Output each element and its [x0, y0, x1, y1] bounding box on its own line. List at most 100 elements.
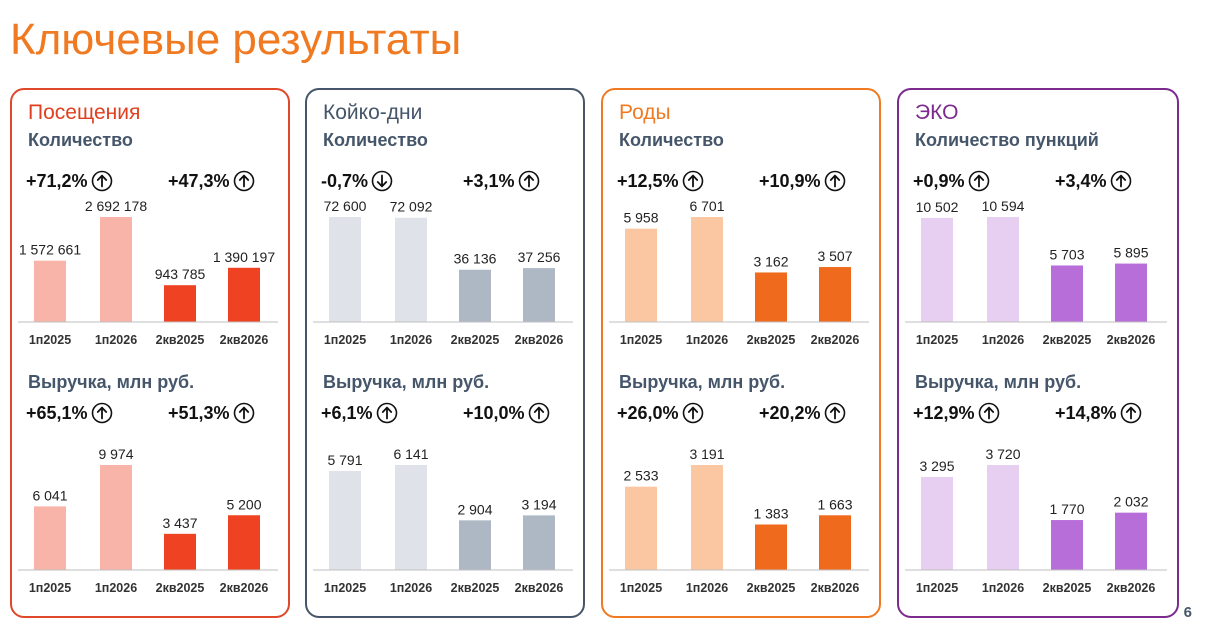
growth-percent: +3,1% — [463, 170, 515, 191]
arrow-up-circle-icon — [682, 170, 703, 192]
bar-value-label: 2 904 — [457, 501, 492, 517]
bar — [34, 506, 66, 570]
bar-value-label: 943 785 — [155, 266, 206, 282]
growth-indicator: +12,5% — [617, 170, 704, 192]
category-label: 2кв2025 — [156, 581, 205, 595]
growth-indicator: +51,3% — [168, 402, 255, 424]
arrow-up-circle-icon — [376, 402, 397, 424]
bar-chart: 1 572 661 1п2025 2 692 178 1п2026 943 785 2кв… — [18, 198, 278, 347]
growth-indicator: +71,2% — [26, 170, 113, 192]
bar-value-label: 3 162 — [753, 253, 788, 269]
bar-chart: 6 041 1п2025 9 974 1п2026 3 437 2кв2025 5 200 2… — [18, 446, 278, 595]
category-label: 1п2025 — [29, 333, 71, 347]
bar — [164, 285, 196, 322]
bar-value-label: 1 383 — [753, 505, 788, 521]
bar — [1051, 520, 1083, 570]
category-label: 1п2026 — [95, 333, 137, 347]
section-label: Количество — [619, 130, 724, 150]
growth-indicator: +14,8% — [1055, 402, 1142, 424]
growth-percent: +12,9% — [913, 402, 975, 423]
category-label: 1п2025 — [916, 581, 958, 595]
category-label: 2кв2026 — [220, 333, 269, 347]
growth-indicator: +10,0% — [463, 402, 550, 424]
bar-value-label: 3 720 — [985, 446, 1020, 462]
bar-value-label: 5 791 — [327, 452, 362, 468]
growth-percent: +0,9% — [913, 170, 965, 191]
bar-value-label: 5 703 — [1049, 246, 1084, 262]
bar — [625, 228, 657, 322]
bar-chart: 5 791 1п2025 6 141 1п2026 2 904 2кв2025 3 194 2… — [313, 446, 573, 595]
bar — [987, 217, 1019, 322]
bar-value-label: 5 895 — [1113, 245, 1148, 261]
bar — [625, 486, 657, 570]
bar-value-label: 3 295 — [919, 458, 954, 474]
bar — [755, 272, 787, 322]
category-label: 2кв2026 — [1107, 581, 1156, 595]
category-label: 1п2026 — [982, 333, 1024, 347]
growth-indicator: +6,1% — [321, 402, 398, 424]
bar-value-label: 72 092 — [390, 199, 433, 215]
panel-title: Посещения — [28, 101, 141, 124]
growth-percent: +71,2% — [26, 170, 88, 191]
section-label: Выручка, млн руб. — [915, 372, 1082, 392]
bar-value-label: 1 390 197 — [213, 249, 275, 265]
section-label: Количество пункций — [915, 130, 1099, 150]
bar — [1115, 512, 1147, 570]
growth-indicator: +12,9% — [913, 402, 1000, 424]
arrow-up-circle-icon — [528, 402, 549, 424]
bar-chart: 10 502 1п2025 10 594 1п2026 5 703 2кв2025 5 89… — [905, 198, 1167, 347]
bar-value-label: 5 958 — [623, 210, 658, 226]
panel-2: Койко-дни Количество -0,7% +3,1% 72 600 1п202… — [305, 88, 585, 618]
bar — [819, 515, 851, 570]
growth-indicator: -0,7% — [321, 170, 393, 192]
category-label: 2кв2026 — [515, 581, 564, 595]
panel-title: ЭКО — [915, 101, 959, 124]
arrow-up-circle-icon — [1110, 170, 1131, 192]
category-label: 2кв2025 — [451, 333, 500, 347]
bar-value-label: 10 594 — [982, 198, 1025, 214]
bar — [459, 269, 491, 322]
bar — [34, 260, 66, 322]
panel-1: Посещения Количество +71,2% +47,3% 1 572 661… — [10, 88, 290, 618]
growth-indicator: +26,0% — [617, 402, 704, 424]
bar — [691, 465, 723, 570]
category-label: 2кв2025 — [156, 333, 205, 347]
arrow-up-circle-icon — [968, 170, 989, 192]
section-label: Выручка, млн руб. — [28, 372, 195, 392]
bar — [395, 217, 427, 322]
bar-value-label: 72 600 — [324, 198, 367, 214]
growth-percent: +20,2% — [759, 402, 821, 423]
page-number: 6 — [1183, 604, 1192, 621]
category-label: 2кв2026 — [811, 333, 860, 347]
bar-value-label: 6 041 — [32, 487, 67, 503]
bar — [921, 217, 953, 322]
category-label: 1п2025 — [620, 581, 662, 595]
bar — [228, 515, 260, 570]
bar-value-label: 37 256 — [518, 249, 561, 265]
panel-title: Койко-дни — [323, 101, 423, 124]
bar — [100, 217, 132, 322]
growth-percent: +65,1% — [26, 402, 88, 423]
growth-percent: +10,9% — [759, 170, 821, 191]
bar-value-label: 10 502 — [916, 199, 959, 215]
growth-percent: +26,0% — [617, 402, 679, 423]
growth-indicator: +10,9% — [759, 170, 846, 192]
bar-chart: 72 600 1п2025 72 092 1п2026 36 136 2кв2025 37 … — [313, 198, 573, 347]
section-label: Количество — [28, 130, 133, 150]
category-label: 1п2026 — [686, 333, 728, 347]
bar — [921, 476, 953, 570]
panel-title: Роды — [619, 101, 671, 124]
bar-value-label: 3 507 — [817, 248, 852, 264]
bar-value-label: 1 663 — [817, 496, 852, 512]
arrow-up-circle-icon — [682, 402, 703, 424]
category-label: 2кв2026 — [220, 581, 269, 595]
growth-indicator: +0,9% — [913, 170, 990, 192]
growth-indicator: +3,4% — [1055, 170, 1132, 192]
bar-value-label: 3 437 — [162, 515, 197, 531]
page-title: Ключевые результаты — [10, 15, 462, 64]
bar — [100, 465, 132, 570]
bar — [1051, 265, 1083, 322]
category-label: 2кв2025 — [747, 333, 796, 347]
bar-value-label: 2 533 — [623, 468, 658, 484]
bar — [755, 524, 787, 570]
